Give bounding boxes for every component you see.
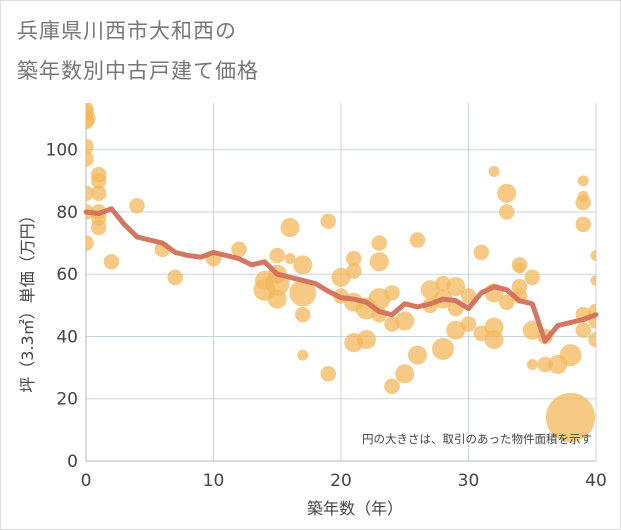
size-annotation: 円の大きさは、取引のあった物件面積を示す xyxy=(362,432,592,446)
data-bubble xyxy=(590,274,596,286)
data-bubble xyxy=(432,337,454,360)
y-tick-label: 60 xyxy=(56,265,78,285)
y-tick-label: 20 xyxy=(56,390,78,410)
axis-layer: 0 10 20 30 40 0 20 40 60 80 100 xyxy=(46,141,607,491)
data-bubble xyxy=(320,213,337,230)
data-bubble xyxy=(371,235,388,251)
data-bubble xyxy=(395,364,415,384)
data-bubble xyxy=(590,250,596,262)
data-bubble xyxy=(345,263,362,279)
data-bubble xyxy=(90,219,107,236)
data-bubble xyxy=(289,279,317,307)
average-price-line xyxy=(83,206,599,344)
data-bubble xyxy=(514,262,525,274)
data-bubble xyxy=(294,306,311,323)
bubble-layer xyxy=(86,103,596,443)
line-layer xyxy=(83,206,599,344)
data-bubble xyxy=(488,165,500,177)
y-tick-label: 40 xyxy=(56,327,78,347)
y-axis-title: 坪（3.3㎡）単価（万円） xyxy=(18,207,37,392)
data-bubble xyxy=(395,311,415,331)
data-bubble xyxy=(231,241,247,258)
x-tick-label: 20 xyxy=(330,471,352,491)
data-bubble xyxy=(86,185,94,202)
data-bubble xyxy=(409,232,426,248)
x-tick-label: 10 xyxy=(203,471,225,491)
data-bubble xyxy=(345,250,362,267)
data-bubble xyxy=(86,151,94,167)
data-bubble xyxy=(498,204,515,220)
data-bubble xyxy=(577,175,589,187)
data-bubble xyxy=(331,267,351,287)
data-bubble xyxy=(267,289,287,309)
y-tick-label: 0 xyxy=(67,452,78,472)
data-bubble xyxy=(498,294,515,311)
data-bubble xyxy=(384,285,400,301)
data-bubble xyxy=(297,349,309,361)
data-bubble xyxy=(484,330,504,350)
data-bubble xyxy=(588,331,596,348)
data-bubble xyxy=(537,356,553,373)
x-tick-label: 0 xyxy=(81,471,92,491)
data-bubble xyxy=(356,330,377,350)
data-bubble xyxy=(86,113,94,130)
x-tick-label: 40 xyxy=(585,471,607,491)
data-bubble xyxy=(524,269,541,286)
x-axis-title: 築年数（年） xyxy=(307,499,403,518)
data-bubble xyxy=(460,316,477,332)
y-tick-label: 80 xyxy=(56,203,78,223)
data-bubble xyxy=(473,244,490,261)
chart-title-line-1: 兵庫県川西市大和西の xyxy=(17,19,237,43)
data-bubble xyxy=(86,235,94,251)
data-bubble xyxy=(103,253,120,270)
data-bubble xyxy=(369,252,389,272)
data-bubble xyxy=(559,344,582,367)
data-bubble xyxy=(522,320,542,340)
data-bubble xyxy=(384,378,400,395)
data-bubble xyxy=(167,269,184,286)
data-bubble xyxy=(269,247,286,264)
data-bubble xyxy=(86,138,94,155)
data-bubble xyxy=(446,277,466,297)
data-bubble xyxy=(497,183,517,203)
data-bubble xyxy=(284,253,296,265)
chart-title-line-2: 築年数別中古戸建て価格 xyxy=(17,59,259,83)
data-bubble xyxy=(575,216,592,233)
data-bubble xyxy=(446,320,466,340)
data-bubble xyxy=(90,173,107,189)
data-bubble xyxy=(526,358,538,370)
y-tick-label: 100 xyxy=(46,141,78,161)
x-tick-label: 30 xyxy=(458,471,480,491)
data-bubble xyxy=(280,217,300,238)
data-bubble xyxy=(407,345,428,365)
data-bubble xyxy=(575,322,592,339)
data-bubble xyxy=(320,366,337,382)
grid-layer xyxy=(85,103,597,462)
data-bubble xyxy=(293,255,313,275)
data-bubble xyxy=(90,185,107,202)
data-bubble xyxy=(129,197,145,214)
data-bubble xyxy=(575,194,592,211)
data-bubble xyxy=(545,392,596,443)
